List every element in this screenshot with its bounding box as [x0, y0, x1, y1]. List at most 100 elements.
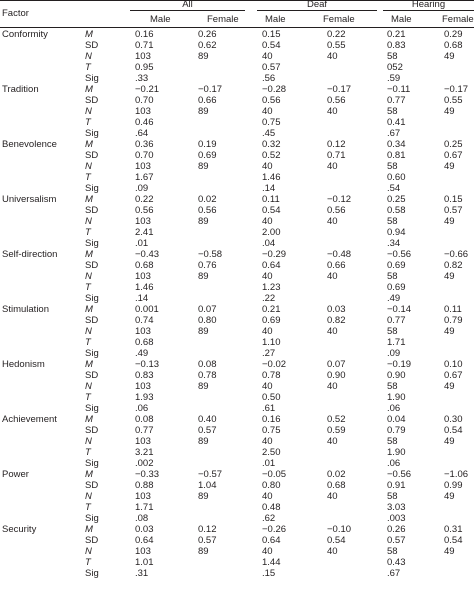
table-row: N 103 89 40 40 58 49 [0, 381, 474, 392]
value-cell: 0.90 [387, 370, 406, 381]
table-row: T 0.68 1.10 1.71 [0, 337, 474, 348]
value-cell: 49 [444, 161, 455, 172]
value-cell: 0.78 [198, 370, 217, 381]
value-cell: .14 [262, 183, 276, 194]
table-row: SD 0.88 1.04 0.80 0.68 0.91 0.99 [0, 480, 474, 491]
stat-label: T [85, 557, 91, 568]
factor-label: Universalism [2, 194, 57, 205]
value-cell: −0.10 [327, 524, 352, 535]
table-row: N 103 89 40 40 58 49 [0, 491, 474, 502]
value-cell: 0.02 [327, 469, 346, 480]
value-cell: 103 [135, 381, 151, 392]
factor-label: Achievement [2, 414, 57, 425]
value-cell: 0.34 [387, 139, 406, 150]
stat-label: T [85, 447, 91, 458]
value-cell: 89 [198, 491, 209, 502]
value-cell: −0.14 [387, 304, 412, 315]
value-cell: −0.56 [387, 249, 412, 260]
value-cell: −0.11 [387, 84, 411, 95]
value-cell: 0.67 [444, 150, 463, 161]
value-cell: 0.15 [262, 29, 281, 40]
value-cell: 2.50 [262, 447, 281, 458]
stat-label: T [85, 502, 91, 513]
stat-label: T [85, 392, 91, 403]
value-cell: 40 [327, 106, 338, 117]
table-row: N 103 89 40 40 58 49 [0, 271, 474, 282]
value-cell: 0.62 [198, 40, 217, 51]
value-cell: .49 [135, 348, 149, 359]
value-cell: 0.64 [135, 535, 154, 546]
value-cell: .61 [262, 403, 276, 414]
value-cell: 103 [135, 491, 151, 502]
value-cell: 0.68 [444, 40, 463, 51]
value-cell: 89 [198, 381, 209, 392]
value-cell: 89 [198, 326, 209, 337]
value-cell: 0.94 [387, 227, 406, 238]
value-cell: 0.36 [135, 139, 154, 150]
value-cell: 0.57 [262, 62, 281, 73]
value-cell: 0.16 [262, 414, 281, 425]
stat-label: SD [85, 480, 99, 491]
value-cell: 2.00 [262, 227, 281, 238]
value-cell: 0.77 [387, 315, 406, 326]
value-cell: 103 [135, 326, 151, 337]
table-row: Stimulation M 0.001 0.07 0.21 0.03 −0.14 0.11 [0, 304, 474, 315]
value-cell: 49 [444, 51, 455, 62]
value-cell: .27 [262, 348, 276, 359]
header-bottom-rule [0, 27, 474, 28]
value-cell: 58 [387, 216, 398, 227]
value-cell: 0.83 [387, 40, 406, 51]
stat-label: T [85, 227, 91, 238]
stat-label: SD [85, 315, 99, 326]
factor-label: Benevolence [2, 139, 57, 150]
stat-label: N [85, 546, 92, 557]
stat-label: N [85, 381, 92, 392]
stat-label: N [85, 491, 92, 502]
value-cell: −0.43 [135, 249, 160, 260]
table-row: SD 0.74 0.80 0.69 0.82 0.77 0.79 [0, 315, 474, 326]
factor-label: Power [2, 469, 29, 480]
value-cell: 0.69 [387, 282, 406, 293]
value-cell: 0.12 [198, 524, 217, 535]
stat-label: SD [85, 535, 99, 546]
value-cell: 0.54 [444, 425, 463, 436]
stat-label: M [85, 414, 93, 425]
factor-label: Conformity [2, 29, 48, 40]
table-row: Benevolence M 0.36 0.19 0.32 0.12 0.34 0.25 [0, 139, 474, 150]
value-cell: 58 [387, 326, 398, 337]
value-cell: 40 [327, 326, 338, 337]
stat-label: SD [85, 95, 99, 106]
value-cell: .06 [387, 458, 401, 469]
stat-label: M [85, 84, 93, 95]
value-cell: 40 [262, 106, 273, 117]
value-cell: −0.56 [387, 469, 412, 480]
value-cell: 1.71 [387, 337, 406, 348]
value-cell: 0.57 [198, 425, 217, 436]
value-cell: 0.52 [262, 150, 281, 161]
value-cell: 40 [262, 326, 273, 337]
value-cell: 0.15 [444, 194, 463, 205]
value-cell: 0.64 [262, 260, 281, 271]
value-cell: 0.001 [135, 304, 159, 315]
value-cell: −0.58 [198, 249, 223, 260]
value-cell: 0.57 [444, 205, 463, 216]
value-cell: 0.46 [135, 117, 154, 128]
value-cell: .08 [135, 513, 149, 524]
value-cell: 89 [198, 436, 209, 447]
value-cell: 40 [327, 161, 338, 172]
value-cell: 1.46 [135, 282, 154, 293]
stat-label: SD [85, 260, 99, 271]
value-cell: 0.77 [387, 95, 406, 106]
value-cell: 0.26 [198, 29, 217, 40]
value-cell: .64 [135, 128, 149, 139]
value-cell: 0.54 [327, 535, 346, 546]
value-cell: .59 [387, 73, 401, 84]
value-cell: 0.04 [387, 414, 406, 425]
value-cell: 0.91 [387, 480, 406, 491]
value-cell: 052 [387, 62, 403, 73]
stat-label: T [85, 62, 91, 73]
value-cell: 49 [444, 491, 455, 502]
value-cell: 40 [262, 161, 273, 172]
stat-label: M [85, 304, 93, 315]
subhead-hearing-male: Male [391, 14, 412, 25]
